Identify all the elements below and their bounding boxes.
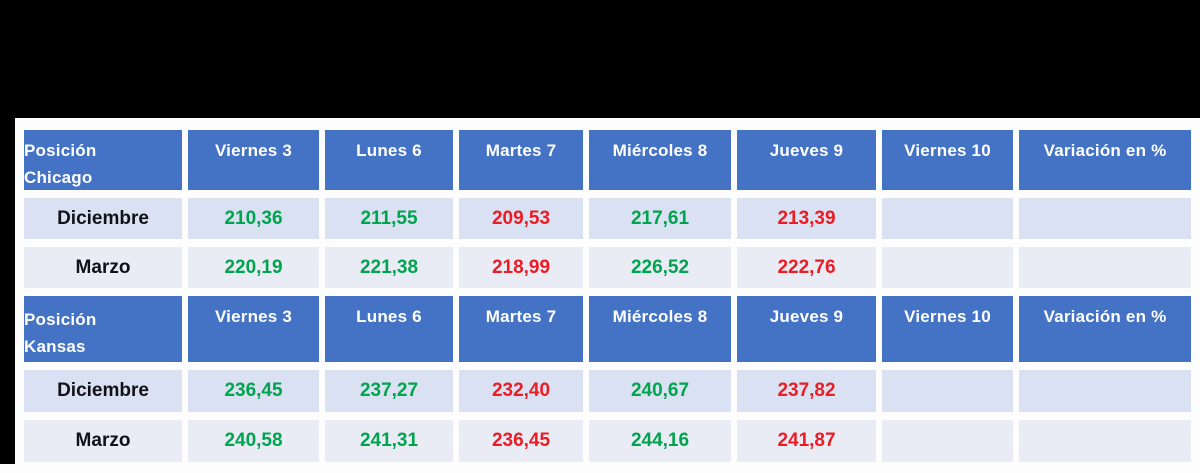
kansas-table-title: Posición Kansas xyxy=(24,296,182,362)
kansas-title-line1: Posición xyxy=(24,310,97,330)
kansas-marzo-viernes-3-value: 240,58 xyxy=(188,420,319,462)
kansas-col-header-miercoles-8: Miércoles 8 xyxy=(589,296,731,362)
kansas-diciembre-row-label: Diciembre xyxy=(24,370,182,412)
price-tables-panel: Posición Chicago Viernes 3 Lunes 6 Marte… xyxy=(15,118,1200,473)
kansas-marzo-jueves-9-value: 241,87 xyxy=(737,420,876,462)
chicago-diciembre-variacion-empty-cell xyxy=(1019,198,1191,239)
chicago-marzo-lunes-6-value: 221,38 xyxy=(325,247,453,288)
kansas-col-header-viernes-10: Viernes 10 xyxy=(882,296,1013,362)
kansas-marzo-viernes-10-empty-cell xyxy=(882,420,1013,462)
chicago-diciembre-viernes-3-value: 210,36 xyxy=(188,198,319,239)
kansas-col-header-lunes-6: Lunes 6 xyxy=(325,296,453,362)
kansas-col-header-jueves-9: Jueves 9 xyxy=(737,296,876,362)
chicago-marzo-martes-7-value: 218,99 xyxy=(459,247,583,288)
chicago-diciembre-lunes-6-value: 211,55 xyxy=(325,198,453,239)
chicago-marzo-jueves-9-value: 222,76 xyxy=(737,247,876,288)
kansas-col-header-variacion: Variación en % xyxy=(1019,296,1191,362)
kansas-title-line2: Kansas xyxy=(24,336,86,356)
chicago-marzo-miercoles-8-value: 226,52 xyxy=(589,247,731,288)
kansas-marzo-lunes-6-value: 241,31 xyxy=(325,420,453,462)
chicago-col-header-martes-7: Martes 7 xyxy=(459,130,583,190)
chicago-diciembre-martes-7-value: 209,53 xyxy=(459,198,583,239)
chicago-col-header-lunes-6: Lunes 6 xyxy=(325,130,453,190)
kansas-col-header-martes-7: Martes 7 xyxy=(459,296,583,362)
chicago-marzo-viernes-3-value: 220,19 xyxy=(188,247,319,288)
kansas-diciembre-jueves-9-value: 237,82 xyxy=(737,370,876,412)
bottom-edge-strip xyxy=(0,464,15,473)
kansas-diciembre-viernes-10-empty-cell xyxy=(882,370,1013,412)
chicago-col-header-miercoles-8: Miércoles 8 xyxy=(589,130,731,190)
kansas-marzo-variacion-empty-cell xyxy=(1019,420,1191,462)
kansas-diciembre-viernes-3-value: 236,45 xyxy=(188,370,319,412)
kansas-diciembre-lunes-6-value: 237,27 xyxy=(325,370,453,412)
chicago-diciembre-viernes-10-empty-cell xyxy=(882,198,1013,239)
chicago-diciembre-miercoles-8-value: 217,61 xyxy=(589,198,731,239)
kansas-col-header-viernes-3: Viernes 3 xyxy=(188,296,319,362)
kansas-marzo-row-label: Marzo xyxy=(24,420,182,462)
chicago-col-header-viernes-3: Viernes 3 xyxy=(188,130,319,190)
kansas-diciembre-miercoles-8-value: 240,67 xyxy=(589,370,731,412)
chicago-title-line1: Posición xyxy=(24,141,97,161)
chicago-col-header-viernes-10: Viernes 10 xyxy=(882,130,1013,190)
chicago-marzo-row-label: Marzo xyxy=(24,247,182,288)
chicago-title-line2: Chicago xyxy=(24,167,93,187)
chicago-marzo-viernes-10-empty-cell xyxy=(882,247,1013,288)
chicago-col-header-jueves-9: Jueves 9 xyxy=(737,130,876,190)
prices-grid: Posición Chicago Viernes 3 Lunes 6 Marte… xyxy=(24,130,1192,462)
chicago-marzo-variacion-empty-cell xyxy=(1019,247,1191,288)
kansas-diciembre-martes-7-value: 232,40 xyxy=(459,370,583,412)
kansas-marzo-miercoles-8-value: 244,16 xyxy=(589,420,731,462)
chicago-diciembre-row-label: Diciembre xyxy=(24,198,182,239)
kansas-marzo-martes-7-value: 236,45 xyxy=(459,420,583,462)
chicago-table-title: Posición Chicago xyxy=(24,130,182,190)
chicago-diciembre-jueves-9-value: 213,39 xyxy=(737,198,876,239)
chicago-col-header-variacion: Variación en % xyxy=(1019,130,1191,190)
kansas-diciembre-variacion-empty-cell xyxy=(1019,370,1191,412)
